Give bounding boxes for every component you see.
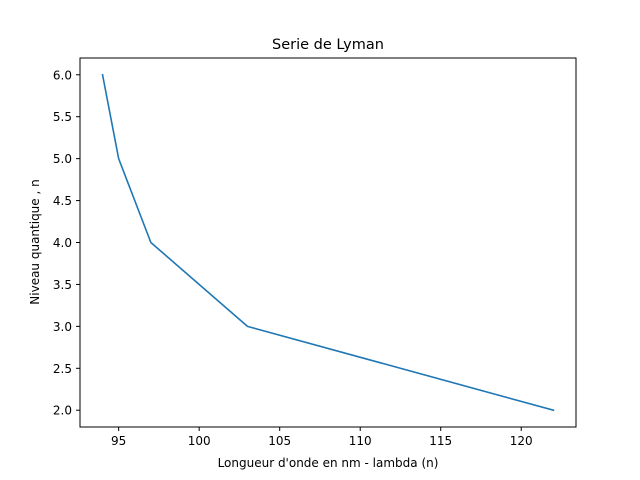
x-tick-label: 120	[510, 434, 533, 448]
chart-title: Serie de Lyman	[272, 37, 384, 53]
y-axis-label: Niveau quantique , n	[28, 179, 42, 304]
y-tick-label: 5.0	[53, 152, 72, 166]
axes-frame	[79, 57, 577, 428]
y-tick-label: 5.5	[53, 110, 72, 124]
x-tick-label: 115	[429, 434, 452, 448]
y-tick-label: 4.5	[53, 194, 72, 208]
y-tick-label: 3.0	[53, 320, 72, 334]
y-tick-label: 2.5	[53, 362, 72, 376]
x-axis-label: Longueur d'onde en nm - lambda (n)	[218, 456, 439, 470]
plot-area	[101, 73, 555, 412]
y-tick-label: 4.0	[53, 236, 72, 250]
x-tick-label: 110	[349, 434, 372, 448]
x-tick-label: 100	[188, 434, 211, 448]
y-axis: 2.0 2.5 3.0 3.5 4.0 4.5 5.0 5.5 6.0	[53, 68, 80, 418]
series-line-0	[101, 73, 555, 412]
x-tick-label: 105	[268, 434, 291, 448]
x-tick-label: 95	[111, 434, 126, 448]
y-tick-label: 3.5	[53, 278, 72, 292]
x-axis: 95 100 105 110 115 120	[111, 427, 533, 448]
y-tick-label: 6.0	[53, 68, 72, 82]
y-tick-label: 2.0	[53, 404, 72, 418]
